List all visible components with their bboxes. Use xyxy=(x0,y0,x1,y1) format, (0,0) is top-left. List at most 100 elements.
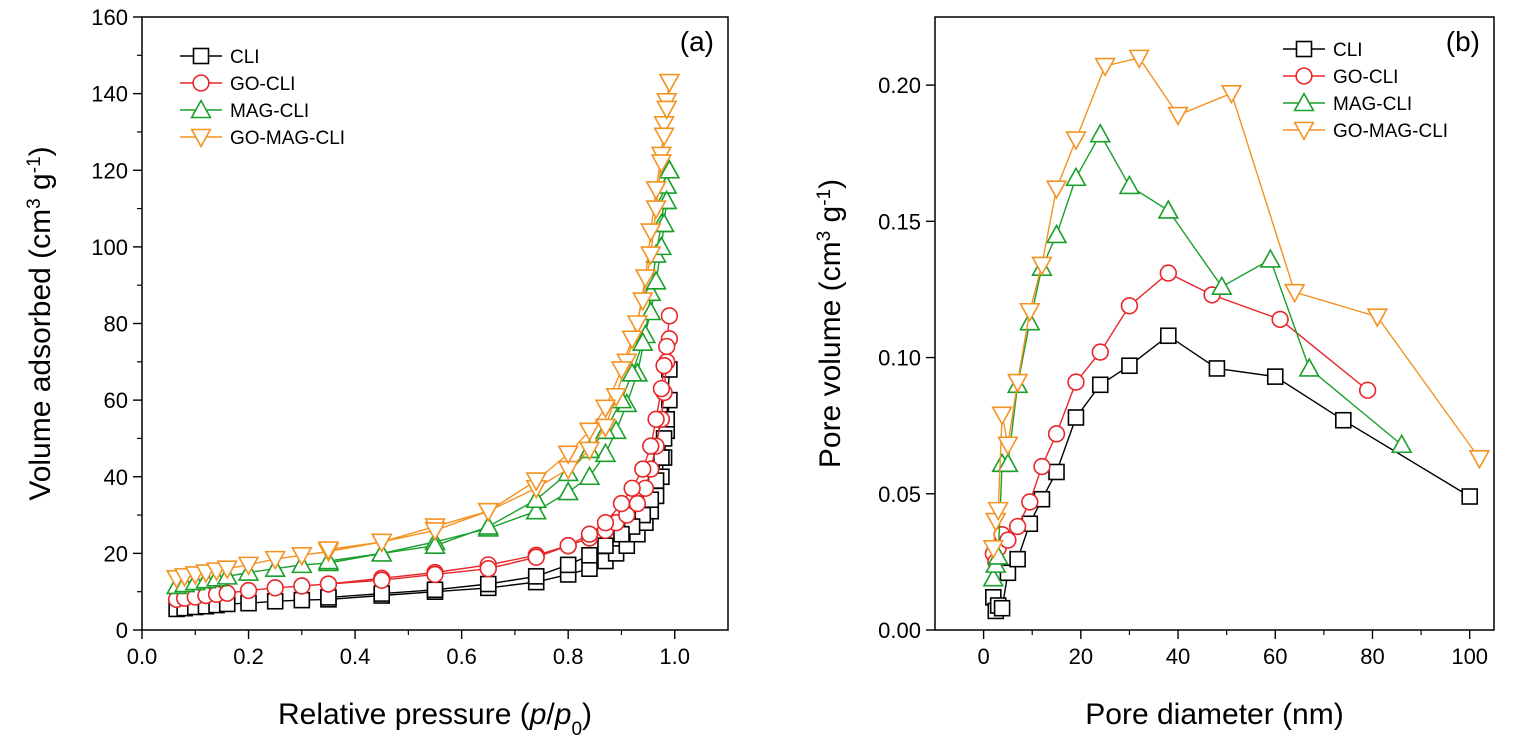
data-point xyxy=(594,418,617,438)
legend-label: MAG-CLI xyxy=(1333,94,1412,115)
y-tick-label: 20 xyxy=(104,541,128,566)
data-point xyxy=(1266,368,1284,385)
data-point xyxy=(623,479,641,497)
data-point xyxy=(991,406,1013,426)
data-point xyxy=(216,560,238,580)
data-point xyxy=(1009,550,1026,568)
data-point xyxy=(1128,49,1150,69)
data-point xyxy=(426,581,444,599)
panel-label: (a) xyxy=(680,26,714,57)
data-point xyxy=(987,501,1009,522)
data-point xyxy=(1031,256,1053,276)
data-point xyxy=(982,567,1005,587)
data-point xyxy=(640,246,662,266)
data-point xyxy=(1065,166,1087,187)
x-tick-label: 1.0 xyxy=(659,644,690,669)
data-point xyxy=(1271,310,1289,329)
y-axis-title-part: Pore volume (cm xyxy=(814,241,847,468)
data-point xyxy=(1091,376,1109,394)
data-point xyxy=(656,100,678,120)
data-point xyxy=(1067,409,1085,426)
x-axis-title: Relative pressure (p/p0) xyxy=(278,698,592,740)
data-point xyxy=(1019,302,1041,323)
data-point xyxy=(645,181,667,201)
data-point xyxy=(291,546,313,567)
data-point xyxy=(373,571,391,589)
data-point xyxy=(597,537,614,555)
data-point xyxy=(1468,450,1491,470)
y-tick-label: 0.05 xyxy=(878,482,921,507)
data-point xyxy=(266,579,284,597)
data-point xyxy=(1021,493,1039,511)
legend-label: GO-MAG-CLI xyxy=(230,128,345,149)
data-point xyxy=(658,337,676,356)
data-point xyxy=(655,356,673,375)
x-axis-title-part: p xyxy=(554,698,572,731)
legend-label: GO-CLI xyxy=(1333,67,1398,88)
data-point xyxy=(578,465,601,486)
data-point xyxy=(1065,131,1087,151)
y-tick-label: 80 xyxy=(104,312,128,337)
data-point xyxy=(1461,488,1478,505)
data-point xyxy=(317,541,340,561)
series-mag-cli xyxy=(165,159,681,595)
data-point xyxy=(479,560,497,578)
data-point xyxy=(1089,123,1112,143)
y-tick-label: 0 xyxy=(116,618,128,643)
data-point xyxy=(658,73,681,94)
data-point xyxy=(640,223,662,243)
x-axis-title-part: / xyxy=(546,698,555,731)
data-point xyxy=(628,494,647,513)
x-tick-label: 0.2 xyxy=(233,644,264,669)
data-point xyxy=(1045,180,1068,200)
data-point xyxy=(237,556,260,576)
data-point xyxy=(578,441,601,461)
data-point xyxy=(1008,517,1027,536)
y-axis-title-part: g xyxy=(24,173,57,198)
data-point xyxy=(1283,283,1306,304)
data-point xyxy=(426,565,444,584)
data-point xyxy=(1220,84,1243,105)
y-axis-title-part: Volume adsorbed (cm xyxy=(24,209,57,501)
series-go-cli xyxy=(167,307,679,609)
y-tick-label: 0.20 xyxy=(878,73,921,98)
data-point xyxy=(993,599,1011,617)
legend-entry: MAG-CLI xyxy=(1283,91,1412,115)
data-point xyxy=(1045,223,1068,244)
data-point xyxy=(650,154,673,174)
data-point xyxy=(982,539,1005,560)
data-point xyxy=(594,399,617,419)
x-axis-title-part: Pore diameter (nm) xyxy=(1085,698,1343,731)
series-mag-cli xyxy=(982,123,1413,587)
x-tick-label: 0 xyxy=(977,644,989,669)
legend-marker xyxy=(192,47,210,65)
legend-marker xyxy=(1293,121,1315,142)
data-point xyxy=(1160,327,1177,345)
data-point xyxy=(632,331,654,351)
data-point xyxy=(580,525,599,543)
y-axis-title-part: g xyxy=(814,206,847,231)
data-point xyxy=(1033,457,1051,476)
x-axis-title-part: p xyxy=(529,698,547,731)
y-axis-title: Volume adsorbed (cm3 g-1) xyxy=(24,146,58,500)
data-point xyxy=(479,575,497,593)
data-point xyxy=(559,537,577,555)
data-point xyxy=(1159,264,1177,282)
data-point xyxy=(647,410,665,428)
data-point xyxy=(610,361,633,381)
data-point xyxy=(653,212,675,233)
data-point xyxy=(527,568,545,585)
legend-label: GO-MAG-CLI xyxy=(1333,121,1448,142)
data-point xyxy=(557,481,579,501)
data-point xyxy=(424,534,446,555)
x-tick-label: 80 xyxy=(1360,644,1384,669)
y-tick-label: 0.00 xyxy=(878,618,921,643)
data-point xyxy=(264,550,286,571)
series-go-mag-cli xyxy=(165,73,681,590)
legend-entry: GO-MAG-CLI xyxy=(180,128,345,149)
y-axis-title-part: ) xyxy=(24,146,57,156)
x-tick-label: 40 xyxy=(1166,644,1190,669)
data-point xyxy=(1118,174,1141,195)
data-point xyxy=(1211,275,1233,296)
adsorption-line xyxy=(176,82,671,579)
